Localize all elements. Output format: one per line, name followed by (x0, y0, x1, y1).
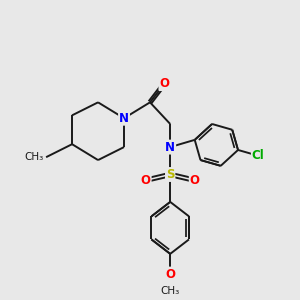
Text: O: O (159, 77, 170, 90)
Text: O: O (141, 174, 151, 187)
Text: O: O (165, 268, 175, 281)
Text: S: S (166, 168, 175, 181)
Text: N: N (165, 141, 175, 154)
Text: N: N (119, 112, 129, 125)
Text: Cl: Cl (252, 149, 265, 162)
Text: O: O (190, 174, 200, 187)
Text: CH₃: CH₃ (25, 152, 44, 162)
Text: CH₃: CH₃ (160, 286, 180, 296)
